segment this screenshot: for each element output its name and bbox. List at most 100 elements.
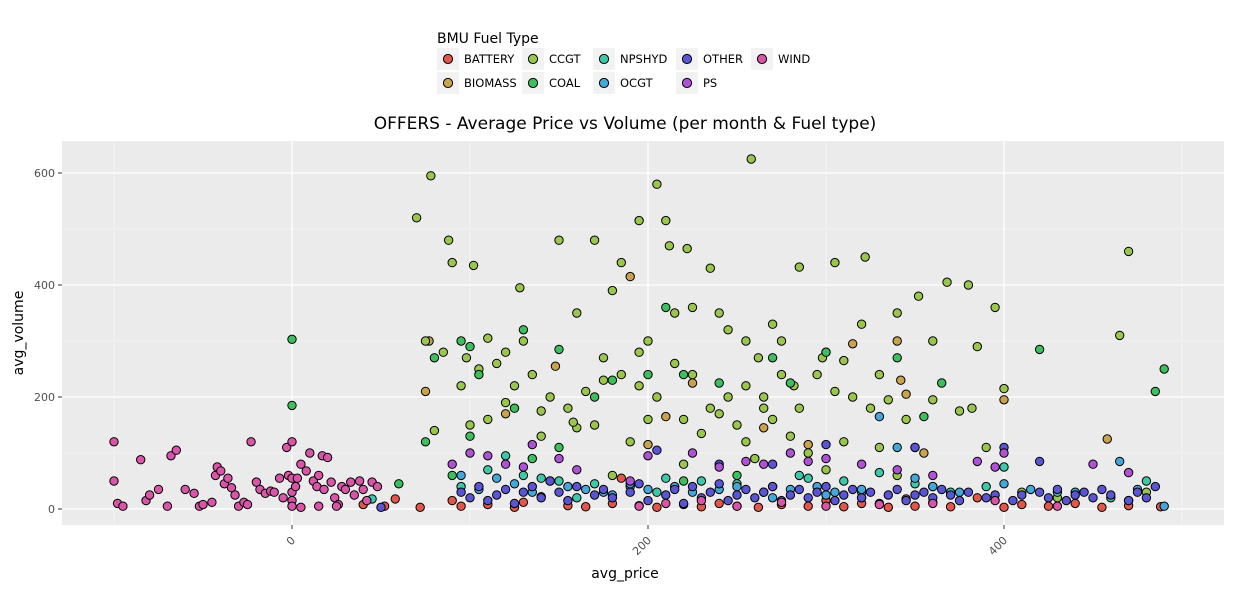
data-point: [910, 442, 920, 453]
data-point: [767, 459, 778, 469]
data-point: [687, 378, 698, 388]
data-point: [572, 308, 582, 318]
data-point: [928, 395, 938, 405]
data-point: [803, 448, 813, 458]
data-point: [223, 473, 233, 483]
data-point: [362, 495, 372, 506]
data-point: [821, 439, 831, 450]
data-point: [714, 462, 724, 472]
data-point: [661, 302, 671, 313]
data-point: [287, 334, 297, 345]
data-point: [937, 378, 947, 388]
data-point: [999, 462, 1009, 472]
data-point: [776, 497, 787, 507]
data-point: [723, 392, 733, 402]
data-point: [554, 453, 564, 464]
data-point: [896, 375, 906, 385]
y-tick-label: 400: [34, 279, 55, 292]
data-point: [292, 473, 303, 483]
data-point: [536, 431, 546, 441]
data-point: [874, 369, 885, 380]
data-point: [118, 501, 128, 511]
data-point: [919, 448, 929, 458]
data-point: [518, 462, 529, 472]
data-point: [331, 501, 342, 511]
data-point: [785, 448, 796, 458]
data-point: [682, 243, 692, 254]
data-point: [456, 487, 466, 497]
data-point: [910, 490, 920, 500]
data-point: [830, 386, 840, 397]
data-point: [518, 325, 529, 335]
data-point: [572, 493, 582, 503]
data-point: [830, 257, 840, 268]
data-point: [518, 487, 529, 497]
data-point: [750, 493, 760, 503]
data-point: [634, 381, 644, 391]
data-point: [171, 445, 182, 455]
data-point: [500, 484, 511, 495]
data-point: [759, 403, 769, 413]
data-point: [874, 467, 885, 478]
data-point: [821, 501, 831, 511]
data-point: [634, 479, 644, 489]
data-point: [420, 437, 431, 447]
data-point: [999, 502, 1009, 513]
data-point: [1070, 498, 1080, 509]
data-point: [607, 470, 618, 481]
data-point: [554, 442, 564, 453]
data-point: [874, 499, 885, 510]
data-point: [821, 347, 831, 357]
data-point: [767, 414, 778, 425]
data-point: [527, 439, 537, 450]
data-point: [1141, 476, 1152, 486]
data-point: [999, 479, 1009, 489]
x-tick-label: 200: [630, 534, 654, 558]
data-point: [714, 409, 724, 419]
data-point: [109, 476, 119, 486]
data-point: [468, 260, 479, 271]
data-point: [839, 502, 849, 512]
data-point: [741, 456, 751, 467]
data-point: [785, 490, 796, 500]
data-point: [1017, 499, 1027, 510]
data-point: [390, 494, 400, 504]
data-point: [616, 257, 626, 268]
data-point: [492, 358, 502, 369]
data-point: [856, 459, 867, 469]
data-point: [652, 179, 662, 189]
data-point: [741, 484, 751, 495]
data-point: [287, 437, 297, 447]
data-point: [518, 470, 529, 481]
data-point: [723, 495, 733, 506]
x-tick-label: 0: [284, 534, 298, 548]
data-point: [581, 502, 591, 512]
data-point: [1008, 495, 1018, 506]
data-point: [598, 484, 609, 495]
data-point: [607, 375, 618, 385]
legend-item-npshyd: NPSHYD: [593, 48, 668, 70]
legend-label: PS: [703, 76, 717, 90]
data-point: [354, 476, 365, 486]
data-point: [785, 431, 796, 441]
data-point: [696, 476, 707, 486]
data-point: [839, 437, 849, 447]
data-point: [687, 448, 698, 458]
data-point: [207, 497, 217, 507]
legend-label: CCGT: [549, 52, 582, 66]
data-point: [942, 277, 952, 287]
data-point: [928, 481, 938, 492]
data-point: [456, 336, 466, 346]
data-point: [483, 495, 493, 506]
data-point: [652, 392, 662, 402]
data-point: [981, 442, 991, 453]
data-point: [189, 488, 199, 499]
data-point: [856, 493, 867, 503]
legend-item-battery: BATTERY: [437, 48, 515, 70]
data-point: [741, 437, 751, 447]
data-point: [705, 403, 715, 413]
legend-item-wind: WIND: [751, 48, 810, 70]
data-point: [753, 502, 764, 513]
data-point: [474, 369, 484, 380]
data-point: [954, 487, 965, 497]
